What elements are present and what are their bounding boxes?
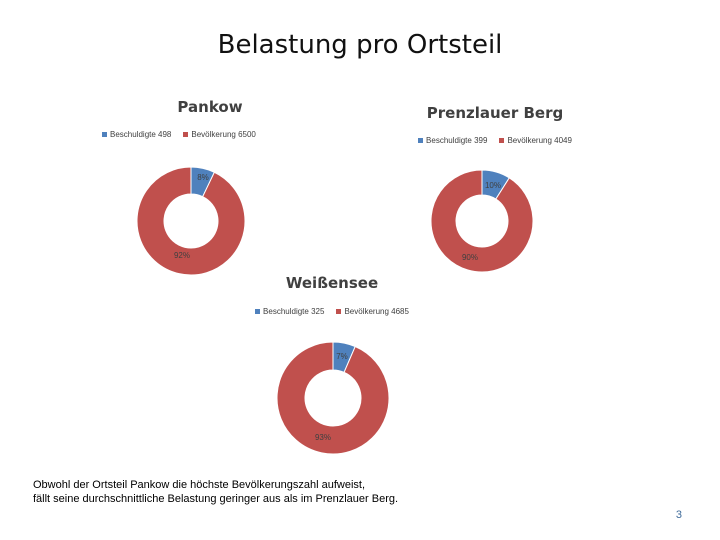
legend-swatch-icon — [102, 132, 107, 137]
legend-item-bevoelkerung: Bevölkerung 4049 — [499, 136, 572, 145]
data-label: 90% — [462, 253, 478, 262]
data-label: 92% — [174, 251, 190, 260]
legend-swatch-icon — [336, 309, 342, 314]
legend-label: Bevölkerung 6500 — [191, 130, 256, 139]
legend-swatch-icon — [418, 138, 424, 143]
caption-line: fällt seine durchschnittliche Belastung … — [33, 493, 399, 505]
legend-label: Beschuldigte 325 — [263, 307, 325, 316]
caption-line: Obwohl der Ortsteil Pankow die höchste B… — [33, 479, 366, 491]
chart-legend: Beschuldigte 325 Bevölkerung 4685 — [232, 307, 432, 316]
page-number: 3 — [675, 509, 682, 521]
donut-chart: 10% 90% — [430, 169, 534, 273]
data-label: 8% — [197, 173, 209, 182]
legend-label: Bevölkerung 4049 — [507, 136, 572, 145]
slide-title: Belastung pro Ortsteil — [217, 30, 503, 60]
legend-swatch-icon — [499, 138, 505, 143]
donut-slice-bevoelkerung — [136, 166, 246, 276]
donut-slice-bevoelkerung — [430, 169, 534, 273]
data-label: 7% — [336, 352, 348, 361]
donut-chart: 7% 93% — [276, 341, 390, 455]
donut-chart: 8% 92% — [136, 166, 246, 276]
chart-legend: Beschuldigte 399 Bevölkerung 4049 — [375, 136, 615, 145]
legend-item-beschuldigte: Beschuldigte 325 — [255, 307, 324, 316]
data-label: 93% — [315, 433, 331, 442]
chart-legend: Beschuldigte 498 Bevölkerung 6500 — [96, 130, 296, 139]
data-label: 10% — [485, 181, 501, 190]
chart-title: Weißensee — [285, 274, 379, 292]
legend-item-beschuldigte: Beschuldigte 399 — [418, 136, 487, 145]
legend-swatch-icon — [255, 309, 261, 314]
legend-item-bevoelkerung: Bevölkerung 6500 — [183, 130, 256, 139]
chart-title: Prenzlauer Berg — [426, 104, 564, 122]
chart-prenzlauer-berg: Prenzlauer Berg Beschuldigte 399 Bevölke… — [375, 100, 615, 280]
legend-label: Beschuldigte 498 — [110, 130, 172, 139]
legend-label: Bevölkerung 4685 — [344, 307, 409, 316]
chart-pankow: Pankow Beschuldigte 498 Bevölkerung 6500… — [102, 95, 310, 280]
legend-label: Beschuldigte 399 — [426, 136, 488, 145]
donut-slice-bevoelkerung — [276, 341, 390, 455]
chart-weissensee: Weißensee Beschuldigte 325 Bevölkerung 4… — [232, 270, 432, 460]
legend-item-bevoelkerung: Bevölkerung 4685 — [336, 307, 409, 316]
legend-swatch-icon — [183, 132, 189, 137]
legend-item-beschuldigte: Beschuldigte 498 — [102, 130, 171, 139]
chart-title: Pankow — [177, 98, 243, 116]
slide-caption: Obwohl der Ortsteil Pankow die höchste B… — [33, 478, 593, 506]
